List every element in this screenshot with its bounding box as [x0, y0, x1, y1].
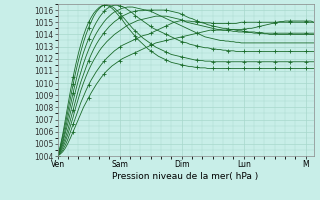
X-axis label: Pression niveau de la mer( hPa ): Pression niveau de la mer( hPa ) — [112, 172, 259, 181]
